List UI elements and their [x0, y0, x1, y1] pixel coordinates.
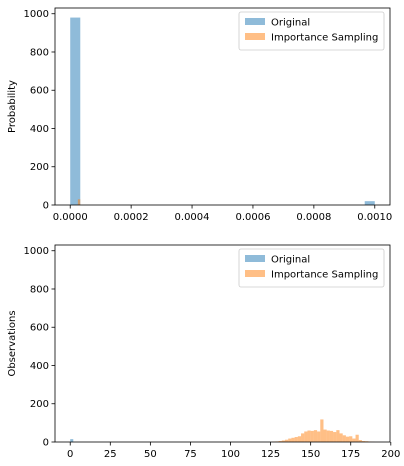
legend-swatch	[245, 255, 265, 262]
y-tick-label: 200	[30, 399, 49, 410]
histogram-bar	[301, 433, 305, 442]
x-tick-label: 0.0006	[235, 212, 270, 223]
histogram-bar	[307, 430, 311, 442]
y-tick-label: 800	[30, 284, 49, 295]
x-tick-label: 0.0002	[114, 212, 149, 223]
histogram-bar	[355, 434, 359, 442]
histogram-bar	[70, 17, 81, 205]
y-tick-label: 1000	[24, 246, 49, 257]
histogram-bar	[323, 429, 327, 442]
legend-entry-label: Importance Sampling	[271, 270, 378, 281]
x-tick-label: 200	[381, 449, 400, 460]
x-tick-label: 75	[184, 449, 197, 460]
legend: Original Importance Sampling	[238, 11, 385, 51]
series-importance-sampling	[77, 199, 81, 205]
y-axis-label: Observations	[7, 310, 18, 376]
histogram-bar	[281, 440, 286, 442]
histogram-bar	[313, 430, 318, 442]
x-tick-label: 0.0000	[53, 212, 88, 223]
legend-entry-label: Original	[271, 18, 310, 29]
legend-swatch	[245, 270, 265, 277]
legend-box	[238, 11, 385, 51]
y-axis-label: Probability	[7, 80, 18, 133]
histogram-bar	[364, 201, 375, 205]
x-tick-label: 100	[221, 449, 240, 460]
histogram-bar	[361, 441, 366, 442]
x-tick-label: 0.0008	[296, 212, 331, 223]
y-tick-label: 600	[30, 86, 49, 97]
histogram-bar	[349, 436, 353, 442]
legend-entry-label: Importance Sampling	[271, 33, 378, 44]
histogram-bar	[297, 436, 302, 442]
histogram-bar	[345, 436, 350, 442]
histogram-bar	[339, 433, 343, 442]
legend-box	[238, 248, 385, 288]
y-tick-label: 0	[43, 438, 49, 449]
y-tick-label: 400	[30, 361, 49, 372]
histogram-bar	[304, 431, 308, 442]
legend-entry-label: Original	[271, 255, 310, 266]
histogram-bar	[320, 419, 324, 442]
y-tick-label: 1000	[24, 9, 49, 20]
legend-swatch	[245, 33, 265, 40]
histogram-bar	[294, 437, 298, 442]
y-tick-label: 200	[30, 162, 49, 173]
histogram-bar	[329, 430, 334, 442]
legend: Original Importance Sampling	[238, 248, 385, 288]
histogram-bar	[333, 432, 337, 442]
series-original	[70, 439, 74, 442]
histogram-bar	[70, 439, 74, 442]
y-tick-label: 0	[43, 201, 49, 212]
histogram-bar	[278, 441, 282, 442]
histogram-bar	[317, 431, 321, 442]
x-tick-label: 125	[261, 449, 280, 460]
x-tick-label: 50	[144, 449, 157, 460]
axes-frame	[54, 244, 391, 443]
y-tick-label: 600	[30, 323, 49, 334]
histogram-bar	[358, 440, 362, 442]
series-importance-sampling	[272, 419, 375, 442]
x-tick-label: 0	[67, 449, 73, 460]
x-tick-label: 0.0010	[357, 212, 392, 223]
histogram-bar	[342, 435, 346, 442]
x-tick-label: 25	[104, 449, 117, 460]
histogram-bar	[336, 430, 340, 442]
y-tick-label: 400	[30, 124, 49, 135]
histogram-bar	[285, 439, 289, 442]
legend-swatch	[245, 18, 265, 25]
top-histogram-panel: 0.0000 0.0002 0.0004 0.0006 0.0008 0.0010 0 200…	[7, 7, 392, 223]
histogram-bar	[291, 437, 295, 442]
y-tick-label: 800	[30, 47, 49, 58]
x-tick-label: 0.0004	[175, 212, 210, 223]
histogram-bar	[352, 438, 356, 442]
histogram-bar	[326, 430, 330, 442]
histogram-bar	[310, 430, 314, 442]
x-tick-label: 150	[301, 449, 320, 460]
bottom-histogram-panel: 0 25 50 75 100 125 150 175 200 0 200 400 600 800 1000 O…	[7, 244, 400, 460]
x-tick-label: 175	[341, 449, 360, 460]
series-original	[70, 17, 375, 205]
axes-frame	[54, 7, 391, 206]
histogram-bar	[77, 199, 81, 205]
histogram-bar	[288, 438, 292, 442]
